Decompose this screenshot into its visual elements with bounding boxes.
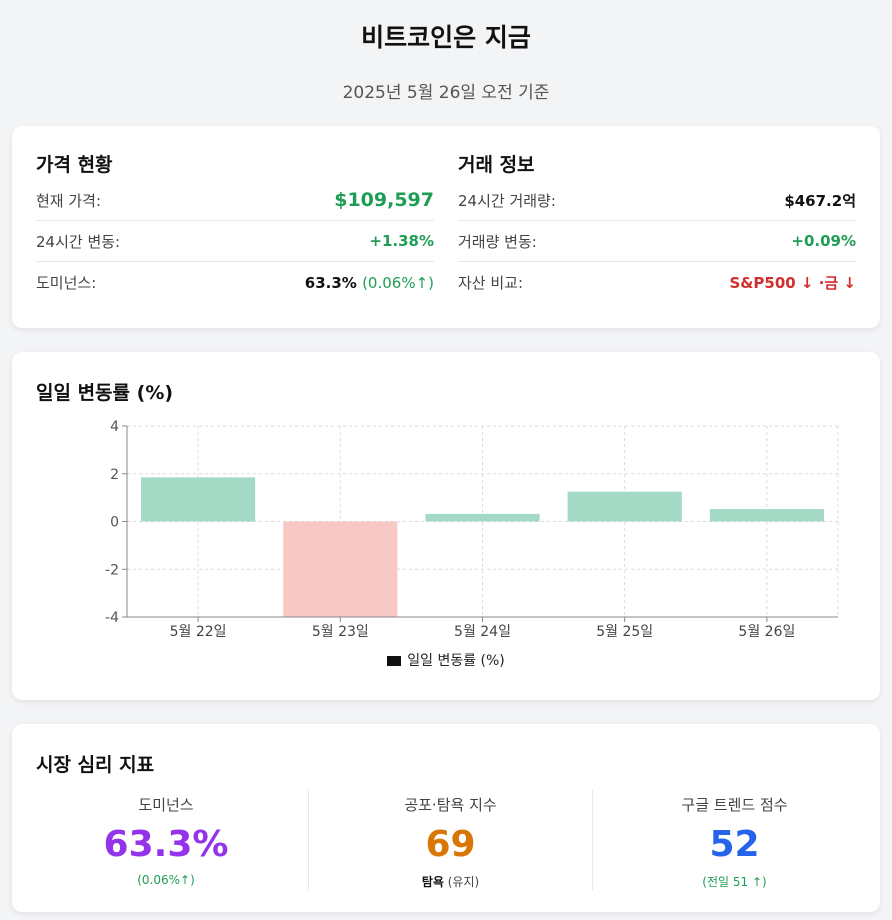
dominance-row: 도미넌스: 63.3% (0.06%↑) <box>36 262 434 303</box>
bar <box>141 477 256 522</box>
volume-change-label: 거래량 변동: <box>458 232 537 251</box>
x-tick-label: 5월 25일 <box>596 624 653 640</box>
y-tick-label: 0 <box>110 515 119 531</box>
y-tick-label: -4 <box>105 610 119 626</box>
fear-greed-label: 공포·탐욕 지수 <box>404 796 497 814</box>
legend-label: 일일 변동률 (%) <box>407 653 505 669</box>
bar <box>283 521 398 617</box>
current-price-label: 현재 가격: <box>36 191 102 210</box>
dominance-value: 63.3% <box>304 273 357 292</box>
dominance-label: 도미넌스: <box>36 274 97 292</box>
volume-value: $467.2억 <box>784 191 856 210</box>
fear-greed-value: 69 <box>425 824 476 865</box>
asset-compare-label: 자산 비교: <box>458 274 524 292</box>
sentiment-dominance-label: 도미넌스 <box>138 796 194 814</box>
bar <box>425 513 540 522</box>
sentiment-fear-greed: 공포·탐욕 지수 69 탐욕 (유지) <box>308 790 592 890</box>
y-tick-label: -2 <box>105 562 119 578</box>
y-tick-label: 4 <box>110 419 119 435</box>
volume-row: 24시간 거래량: $467.2억 <box>458 180 856 221</box>
trade-panel: 거래 정보 24시간 거래량: $467.2억 거래량 변동: +0.09% 자… <box>458 150 856 303</box>
volume-change-value: +0.09% <box>791 232 856 250</box>
sentiment-dominance-value: 63.3% <box>103 824 229 865</box>
price-panel: 가격 현황 현재 가격: $109,597 24시간 변동: +1.38% 도미… <box>36 150 434 303</box>
current-price-value: $109,597 <box>334 189 434 211</box>
sentiment-card: 시장 심리 지표 도미넌스 63.3% (0.06%↑) 공포·탐욕 지수 69… <box>12 724 880 912</box>
change-24h-value: +1.38% <box>369 232 434 250</box>
chart-legend[interactable]: 일일 변동률 (%) <box>12 650 880 670</box>
x-tick-label: 5월 22일 <box>170 624 227 640</box>
chart-title: 일일 변동률 (%) <box>36 382 174 404</box>
x-tick-label: 5월 24일 <box>454 624 511 640</box>
sentiment-dominance: 도미넌스 63.3% (0.06%↑) <box>24 790 308 890</box>
change-24h-label: 24시간 변동: <box>36 232 121 251</box>
volume-label: 24시간 거래량: <box>458 191 556 210</box>
y-tick-label: 2 <box>110 467 119 483</box>
current-price-row: 현재 가격: $109,597 <box>36 180 434 221</box>
trade-heading: 거래 정보 <box>458 154 535 176</box>
x-tick-label: 5월 26일 <box>738 624 795 640</box>
google-trends-value: 52 <box>709 824 760 865</box>
daily-change-chart: -4 -2 0 2 4 5월 22일 5월 23일 5월 24일 5월 25일 5월 26일 <box>105 419 839 640</box>
dominance-value-group: 63.3% (0.06%↑) <box>305 274 434 292</box>
bar <box>709 509 824 522</box>
asset-compare-row: 자산 비교: S&P500 ↓ ·금 ↓ <box>458 262 856 303</box>
sentiment-heading: 시장 심리 지표 <box>36 754 155 776</box>
sentiment-columns: 도미넌스 63.3% (0.06%↑) 공포·탐욕 지수 69 탐욕 (유지) … <box>12 790 880 890</box>
x-tick-label: 5월 23일 <box>312 624 369 640</box>
price-heading: 가격 현황 <box>36 154 113 176</box>
page-title: 비트코인은 지금 <box>361 23 531 52</box>
bar <box>567 491 682 522</box>
volume-change-row: 거래량 변동: +0.09% <box>458 221 856 262</box>
fear-greed-status: 탐욕 <box>421 875 444 889</box>
legend-swatch <box>387 656 402 666</box>
asset-compare-value: S&P500 ↓ ·금 ↓ <box>729 274 857 292</box>
info-card: 가격 현황 현재 가격: $109,597 24시간 변동: +1.38% 도미… <box>12 126 880 328</box>
google-trends-sub: (전일 51 ↑) <box>702 875 767 889</box>
chart-card: 일일 변동률 (%) -4 -2 0 2 4 5월 22일 5월 23일 5월 24일 5월 2… <box>12 352 880 700</box>
sentiment-dominance-sub: (0.06%↑) <box>137 873 195 887</box>
google-trends-label: 구글 트렌드 점수 <box>681 796 788 814</box>
fear-greed-note: (유지) <box>447 875 480 889</box>
change-24h-row: 24시간 변동: +1.38% <box>36 221 434 262</box>
sentiment-google-trends: 구글 트렌드 점수 52 (전일 51 ↑) <box>592 790 876 890</box>
page-subtitle: 2025년 5월 26일 오전 기준 <box>342 83 550 103</box>
dominance-change: (0.06%↑) <box>362 273 434 292</box>
fear-greed-sub: 탐욕 (유지) <box>309 873 592 890</box>
